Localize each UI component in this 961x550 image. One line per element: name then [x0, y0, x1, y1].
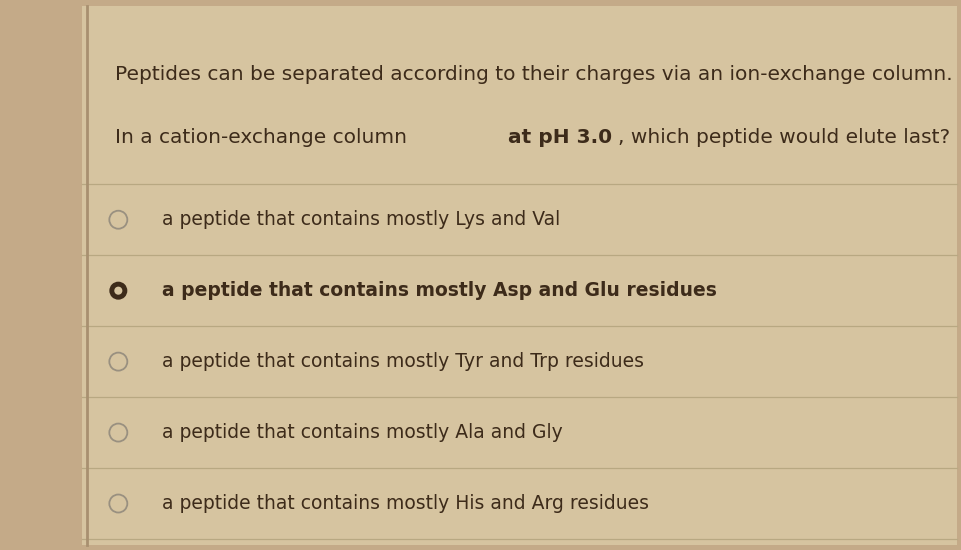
Text: a peptide that contains mostly Tyr and Trp residues: a peptide that contains mostly Tyr and T… [161, 352, 643, 371]
Circle shape [114, 287, 122, 295]
Text: a peptide that contains mostly Lys and Val: a peptide that contains mostly Lys and V… [161, 210, 559, 229]
Text: In a cation-exchange column: In a cation-exchange column [115, 128, 413, 147]
Text: a peptide that contains mostly Ala and Gly: a peptide that contains mostly Ala and G… [161, 423, 562, 442]
Circle shape [110, 282, 127, 300]
Text: a peptide that contains mostly Asp and Glu residues: a peptide that contains mostly Asp and G… [161, 281, 716, 300]
Text: a peptide that contains mostly His and Arg residues: a peptide that contains mostly His and A… [161, 494, 648, 513]
Text: at pH 3.0: at pH 3.0 [507, 128, 611, 147]
Text: Peptides can be separated according to their charges via an ion-exchange column.: Peptides can be separated according to t… [115, 65, 952, 84]
Text: , which peptide would elute last?: , which peptide would elute last? [618, 128, 949, 147]
